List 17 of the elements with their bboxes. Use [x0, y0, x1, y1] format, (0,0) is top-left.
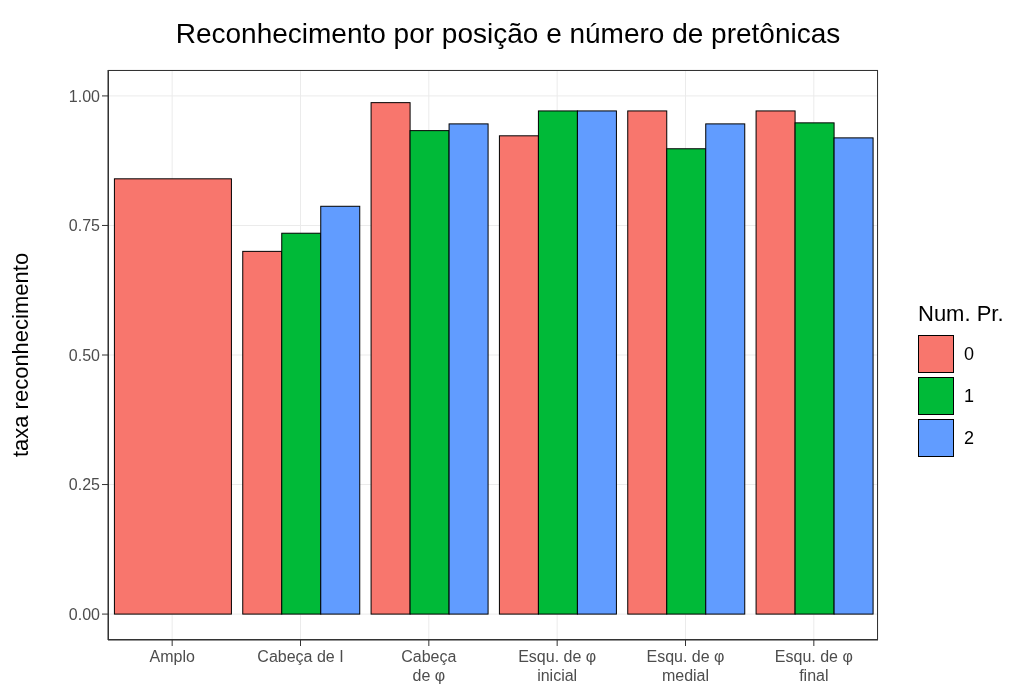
chart-title: Reconhecimento por posição e número de pretônicas: [174, 17, 842, 51]
y-tick-label: 0.00: [68, 605, 101, 623]
x-tick-label: Cabeça de φ: [401, 648, 457, 684]
legend-title: Num. Pr.: [918, 301, 1004, 327]
y-tick-label: 0.75: [68, 217, 101, 235]
y-tick-label: 0.25: [68, 476, 101, 494]
y-tick-label: 0.50: [68, 346, 101, 364]
legend-label: 2: [964, 427, 975, 449]
legend-label: 1: [964, 385, 975, 407]
y-axis-title: taxa reconhecimento: [7, 252, 33, 458]
x-tick-label: Esqu. de φ inicial: [518, 648, 597, 684]
x-tick-label: Cabeça de I: [257, 648, 344, 665]
legend-label: 0: [964, 343, 975, 365]
y-tick-label: 1.00: [68, 87, 101, 105]
x-tick-label: Amplo: [149, 648, 195, 665]
x-tick-label: Esqu. de φ final: [774, 648, 853, 684]
x-tick-label: Esqu. de φ medial: [646, 648, 725, 684]
